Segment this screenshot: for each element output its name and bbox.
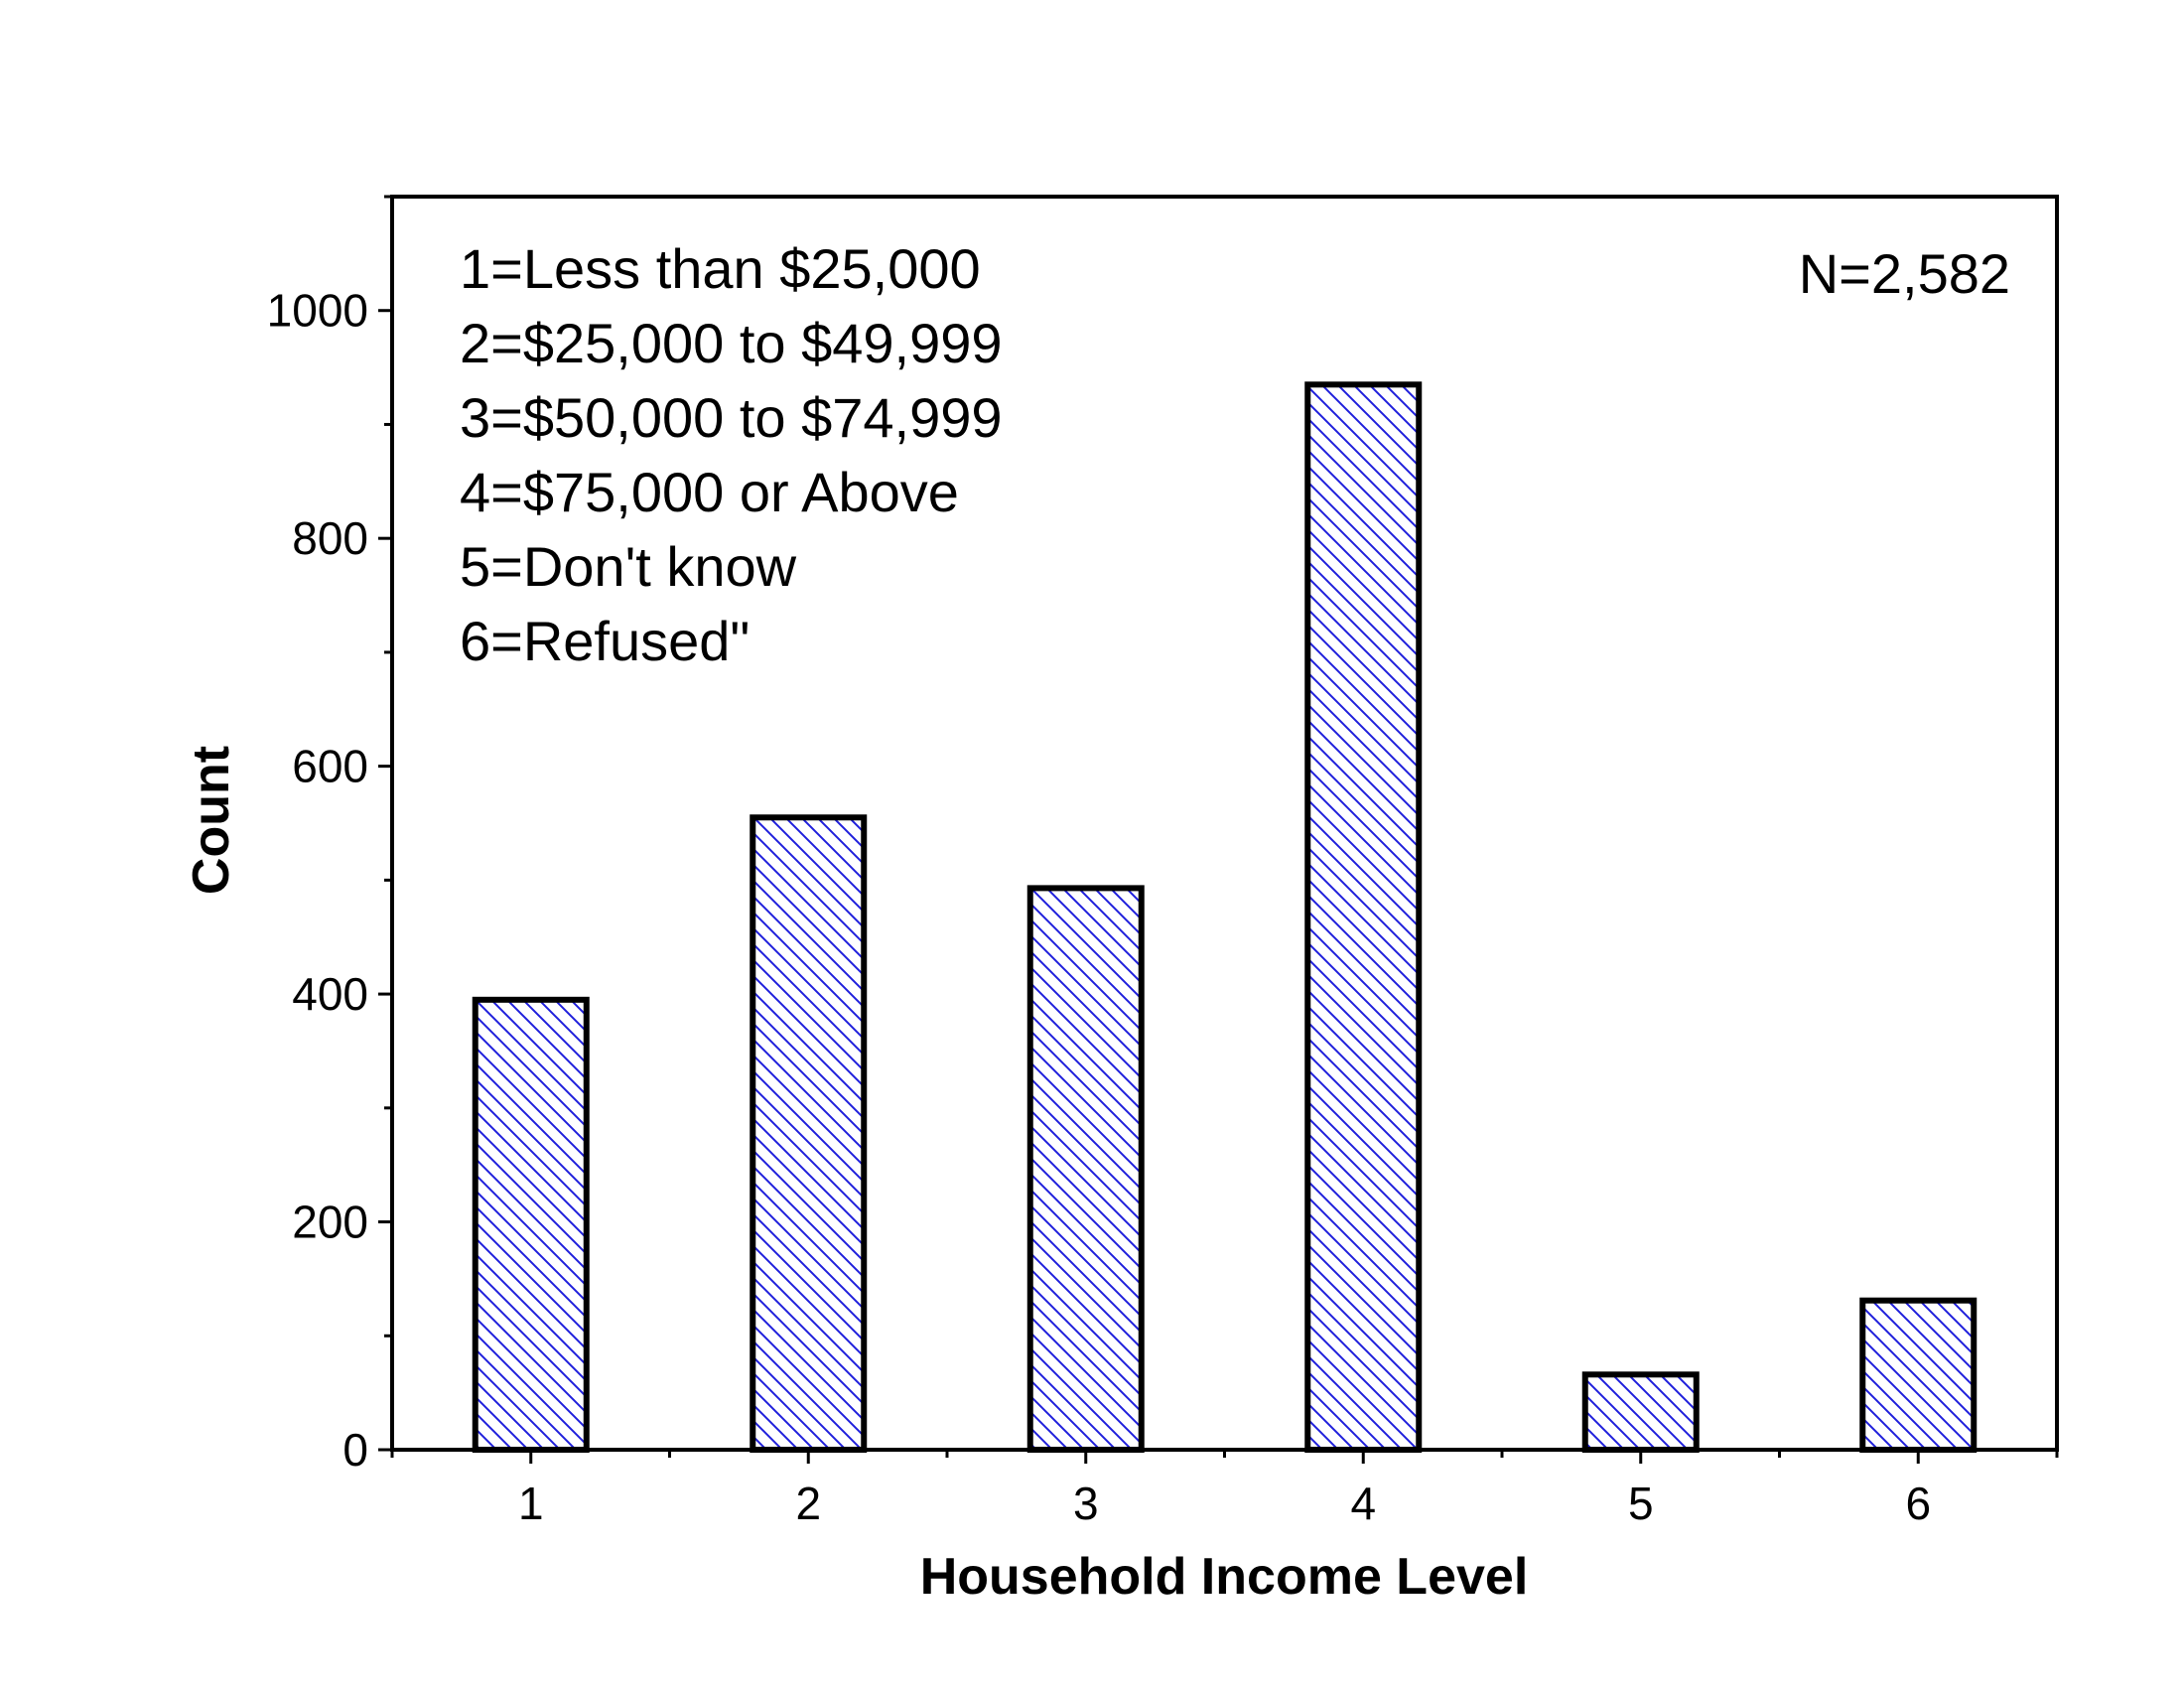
plot-frame [390,195,2059,1452]
legend-line-5: 5=Don't know [460,535,797,598]
bars-layer [472,381,1978,1454]
y-tick-label: 600 [292,741,368,792]
legend-line-4: 4=$75,000 or Above [460,461,959,523]
legend-line-6: 6=Refused" [460,610,750,672]
bar-4 [1304,381,1423,1453]
legend-text-block: 1=Less than $25,000 2=$25,000 to $49,999… [460,237,1003,672]
sample-size-annotation: N=2,582 [1799,242,2010,305]
x-tick-label: 1 [518,1478,544,1529]
bar-3 [1026,885,1145,1453]
x-tick-label: 3 [1073,1478,1099,1529]
x-axis-title: Household Income Level [920,1548,1529,1606]
bar-1 [472,996,590,1453]
x-tick-label: 4 [1350,1478,1376,1529]
x-tick-label: 5 [1628,1478,1654,1529]
bar-5 [1581,1371,1700,1454]
bar-2 [750,814,868,1453]
bar-6 [1859,1297,1978,1453]
y-tick-label: 400 [292,968,368,1020]
legend-line-3: 3=$50,000 to $74,999 [460,386,1003,449]
legend-line-1: 1=Less than $25,000 [460,237,981,300]
y-axis-title: Count [183,746,240,895]
x-tick-label: 6 [1905,1478,1931,1529]
x-tick-label: 2 [795,1478,821,1529]
labels-layer: 0 200 400 600 800 1000 1 2 3 4 5 6 [267,285,1931,1529]
axes-layer [378,195,2059,1464]
y-tick-label: 800 [292,512,368,564]
y-tick-label: 200 [292,1197,368,1248]
y-tick-label: 1000 [267,285,368,337]
y-tick-label: 0 [342,1424,368,1476]
legend-line-2: 2=$25,000 to $49,999 [460,312,1003,374]
